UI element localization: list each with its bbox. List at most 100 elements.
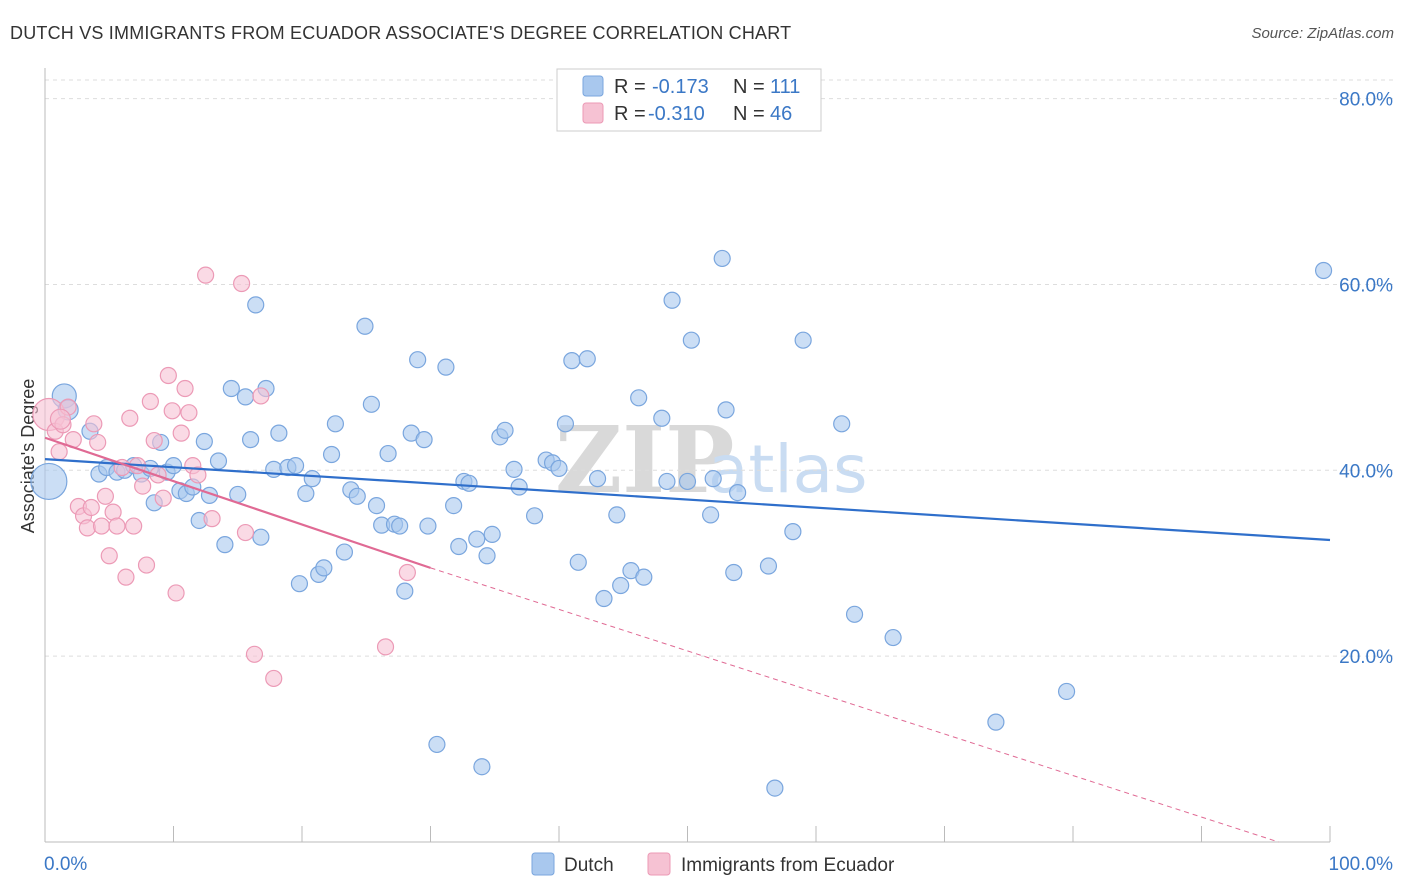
dutch-point-91 (704, 470, 722, 488)
dutch-point-61 (460, 474, 478, 492)
dutch-points (30, 249, 1333, 797)
legend-n-value-2: 46 (770, 103, 792, 125)
dutch-point-55 (419, 517, 437, 535)
ecuador-point-16 (108, 517, 126, 535)
y-tick-labels: 20.0% 40.0% 60.0% 80.0% (1339, 90, 1393, 669)
dutch-point-26 (242, 431, 260, 449)
ecuador-point-32 (176, 379, 194, 398)
dutch-point-93 (717, 401, 735, 419)
dutch-point-79 (595, 589, 613, 608)
ecuador-point-19 (121, 409, 139, 427)
dutch-point-33 (286, 457, 305, 475)
dutch-point-99 (794, 331, 812, 349)
ecuador-point-40 (245, 645, 264, 663)
ecuador-point-23 (137, 556, 156, 574)
ecuador-point-42 (265, 669, 283, 688)
dutch-point-77 (578, 350, 596, 368)
dutch-point-25 (236, 388, 255, 406)
dutch-point-0 (30, 462, 68, 501)
dutch-point-75 (563, 352, 581, 370)
legend-r-value-1: -0.173 (652, 76, 709, 98)
dutch-point-69 (510, 478, 528, 496)
trend-lines (44, 436, 1331, 843)
ecuador-point-31 (172, 424, 190, 442)
ecuador-trend-line (44, 436, 431, 569)
dutch-point-81 (612, 576, 630, 595)
dutch-point-58 (445, 497, 463, 515)
legend-swatch-dutch (582, 75, 604, 97)
ecuador-point-43 (376, 638, 395, 656)
dutch-point-45 (362, 395, 380, 413)
axes (44, 68, 1331, 843)
legend-n-label-1: N = (733, 76, 765, 98)
legend-n-value-1: 111 (770, 76, 800, 98)
dutch-point-94 (725, 563, 743, 582)
source-credit: Source: ZipAtlas.com (1251, 25, 1394, 42)
ecuador-trend-extension (430, 567, 1279, 843)
ecuador-point-11 (89, 433, 107, 452)
dutch-point-100 (833, 415, 851, 433)
dutch-point-103 (987, 713, 1005, 731)
legend-r-value-2: -0.310 (648, 103, 705, 125)
series-legend-swatch-dutch (531, 852, 555, 876)
dutch-point-101 (845, 605, 864, 623)
dutch-point-80 (608, 506, 626, 524)
dutch-point-39 (322, 445, 341, 464)
ecuador-point-28 (159, 366, 177, 385)
dutch-point-14 (164, 457, 183, 475)
dutch-point-19 (195, 432, 213, 451)
dutch-point-43 (348, 487, 366, 505)
ecuador-point-20 (125, 517, 143, 535)
dutch-point-96 (759, 557, 778, 575)
ecuador-point-33 (180, 404, 198, 422)
dutch-trend-line (44, 458, 1331, 542)
dutch-point-78 (588, 470, 607, 488)
dutch-point-44 (356, 317, 374, 335)
dutch-point-90 (702, 506, 720, 524)
ecuador-point-22 (134, 477, 152, 495)
ecuador-point-37 (203, 510, 221, 528)
x-tick-label-1: 100.0% (1329, 854, 1394, 875)
dutch-point-84 (635, 568, 653, 586)
ecuador-point-29 (163, 402, 181, 420)
dutch-point-22 (216, 536, 234, 554)
ecuador-point-10 (85, 415, 103, 433)
dutch-point-104 (1057, 682, 1076, 701)
dutch-point-28 (252, 528, 270, 546)
dutch-point-105 (1314, 261, 1333, 280)
ecuador-point-45 (49, 408, 72, 430)
dutch-point-31 (270, 424, 288, 442)
dutch-point-51 (396, 582, 414, 600)
dutch-point-76 (569, 553, 587, 571)
y-tick-label-3: 80.0% (1339, 90, 1393, 111)
dutch-point-74 (556, 415, 575, 433)
series-legend-label-ecuador: Immigrants from Ecuador (681, 855, 895, 876)
legend-n-label-2: N = (733, 103, 765, 125)
dutch-point-97 (766, 779, 784, 797)
ecuador-point-35 (189, 466, 207, 484)
dutch-point-85 (653, 409, 671, 427)
y-tick-label-2: 60.0% (1339, 275, 1393, 296)
dutch-point-21 (209, 452, 228, 470)
dutch-point-92 (713, 249, 731, 268)
series-legend: Dutch Immigrants from Ecuador (531, 852, 895, 876)
dutch-point-65 (483, 525, 501, 544)
ecuador-point-41 (252, 387, 270, 405)
dutch-point-89 (682, 331, 700, 349)
y-tick-label-1: 40.0% (1339, 461, 1393, 482)
dutch-point-68 (505, 460, 523, 478)
legend-r-label-1: R = (614, 76, 646, 98)
ecuador-point-9 (82, 498, 100, 517)
dutch-point-59 (450, 537, 468, 556)
dutch-point-57 (437, 358, 455, 376)
dutch-point-63 (473, 758, 491, 776)
ecuador-point-44 (398, 563, 416, 582)
dutch-point-46 (367, 497, 386, 515)
ecuador-point-12 (92, 517, 111, 535)
dutch-point-40 (326, 415, 345, 433)
dutch-point-102 (884, 628, 902, 647)
dutch-point-35 (297, 484, 315, 503)
ecuador-point-2 (50, 443, 68, 461)
dutch-point-48 (379, 444, 397, 463)
